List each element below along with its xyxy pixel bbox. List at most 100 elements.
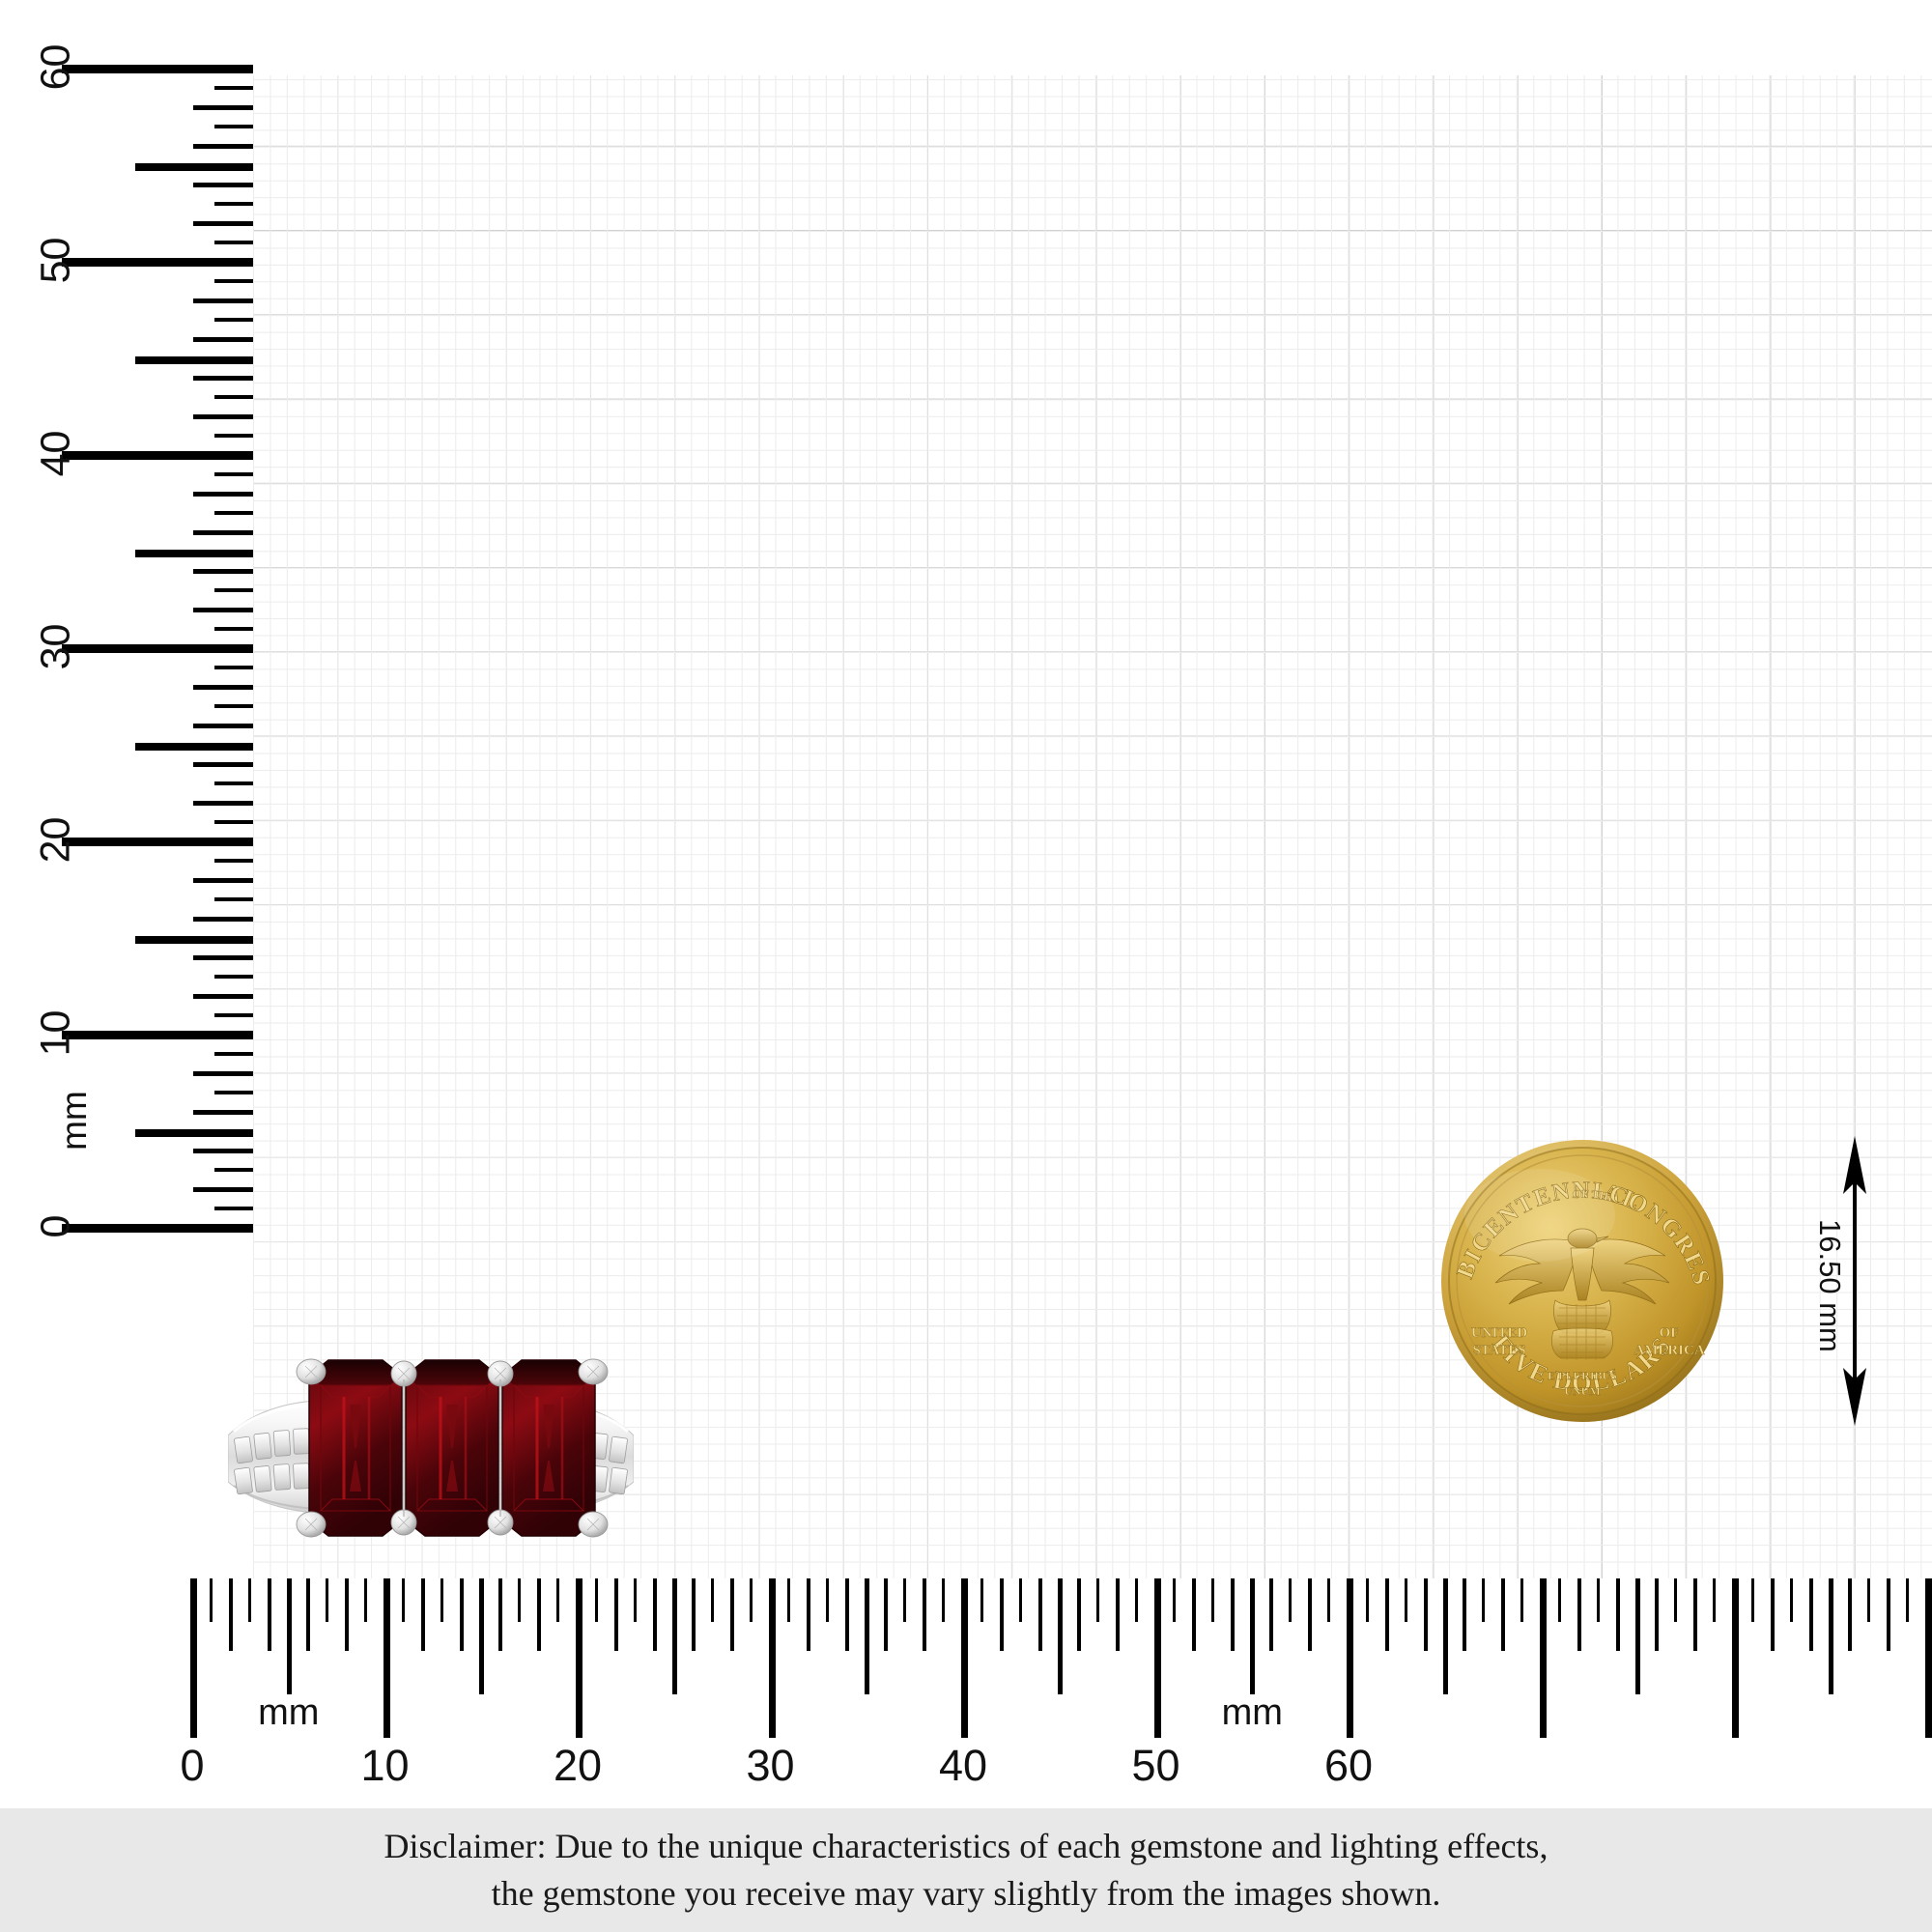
h-tick-26 [691, 1578, 696, 1651]
coin-diameter-arrow [1835, 1136, 1874, 1426]
h-tick-ext-75 [1635, 1578, 1641, 1694]
v-tick-19 [214, 859, 253, 863]
h-tick-ext-86 [1847, 1578, 1852, 1651]
v-tick-54 [193, 183, 253, 187]
v-tick-18 [193, 878, 253, 883]
v-tick-2 [193, 1187, 253, 1192]
reference-coin: BICENTENNIAL OF THE CONGRESS FIVE DOLLAR… [1439, 1138, 1725, 1424]
h-tick-13 [440, 1578, 444, 1622]
v-tick-44 [193, 376, 253, 381]
h-tick-8 [344, 1578, 349, 1651]
h-tick-11 [402, 1578, 406, 1622]
h-tick-40 [961, 1578, 968, 1738]
v-tick-7 [214, 1091, 253, 1094]
h-tick-7 [325, 1578, 328, 1622]
svg-text:UNITED: UNITED [1471, 1325, 1528, 1341]
v-tick-58 [193, 105, 253, 110]
v-tick-55 [135, 163, 253, 171]
v-tick-32 [193, 608, 253, 612]
v-tick-3 [214, 1168, 253, 1172]
v-ruler-label-30: 30 [32, 623, 79, 670]
h-tick-ext-76 [1655, 1578, 1660, 1651]
h-tick-59 [1327, 1578, 1331, 1622]
v-tick-12 [193, 994, 253, 999]
h-tick-37 [903, 1578, 907, 1622]
h-tick-ext-61 [1365, 1578, 1369, 1622]
h-tick-ext-67 [1481, 1578, 1485, 1622]
h-tick-27 [710, 1578, 714, 1622]
h-ruler-label-30: 30 [746, 1741, 795, 1790]
v-tick-4 [193, 1149, 253, 1153]
h-tick-ext-77 [1674, 1578, 1678, 1622]
h-tick-19 [556, 1578, 560, 1622]
h-tick-50 [1153, 1578, 1161, 1738]
vertical-ruler-mm: 0 10 20 30 40 50 60 mm [0, 0, 253, 1584]
h-ruler-label-60: 60 [1323, 1741, 1374, 1790]
h-tick-25 [671, 1578, 677, 1694]
v-tick-13 [214, 975, 253, 979]
h-tick-57 [1289, 1578, 1293, 1622]
h-tick-ext-64 [1423, 1578, 1428, 1651]
h-tick-39 [942, 1578, 946, 1622]
h-tick-ext-84 [1808, 1578, 1813, 1651]
h-tick-47 [1095, 1578, 1099, 1622]
h-ruler-label-50: 50 [1131, 1741, 1180, 1790]
v-tick-15 [135, 936, 253, 944]
h-tick-53 [1211, 1578, 1215, 1622]
v-tick-56 [193, 144, 253, 149]
v-tick-29 [214, 666, 253, 669]
v-tick-45 [135, 356, 253, 364]
v-tick-37 [214, 511, 253, 515]
v-tick-16 [193, 917, 253, 922]
v-tick-33 [214, 588, 253, 592]
h-tick-9 [363, 1578, 367, 1622]
v-tick-27 [214, 704, 253, 708]
h-tick-55 [1250, 1578, 1256, 1694]
disclaimer-line-2: the gemstone you receive may vary slight… [491, 1874, 1441, 1913]
v-tick-28 [193, 685, 253, 690]
h-tick-ext-73 [1597, 1578, 1601, 1622]
v-tick-9 [214, 1052, 253, 1056]
v-ruler-label-20: 20 [32, 816, 79, 864]
h-tick-6 [305, 1578, 310, 1651]
h-tick-52 [1192, 1578, 1197, 1651]
h-tick-56 [1269, 1578, 1274, 1651]
h-ruler-label-0: 0 [180, 1741, 205, 1790]
grid-background [253, 75, 1932, 1578]
h-tick-49 [1134, 1578, 1138, 1622]
v-tick-31 [214, 627, 253, 631]
svg-text:E PLURIBUS: E PLURIBUS [1548, 1369, 1617, 1382]
v-tick-50 [62, 258, 253, 267]
h-tick-3 [247, 1578, 251, 1622]
h-tick-15 [479, 1578, 485, 1694]
h-ruler-label-10: 10 [360, 1741, 410, 1790]
h-ruler-label-20: 20 [553, 1741, 603, 1790]
h-tick-ext-68 [1500, 1578, 1505, 1651]
h-tick-16 [498, 1578, 503, 1651]
h-tick-54 [1231, 1578, 1236, 1651]
v-tick-30 [62, 644, 253, 653]
h-tick-45 [1057, 1578, 1063, 1694]
h-tick-43 [1018, 1578, 1022, 1622]
h-tick-21 [594, 1578, 598, 1622]
v-tick-25 [135, 743, 253, 751]
v-tick-8 [193, 1071, 253, 1076]
v-tick-0 [62, 1224, 253, 1233]
v-tick-41 [214, 434, 253, 438]
h-tick-48 [1115, 1578, 1120, 1651]
h-tick-41 [980, 1578, 983, 1622]
v-tick-11 [214, 1013, 253, 1017]
h-tick-ext-85 [1828, 1578, 1833, 1694]
h-ruler-unit-label-left: mm [258, 1692, 320, 1733]
h-tick-ext-79 [1713, 1578, 1717, 1622]
h-tick-38 [923, 1578, 927, 1651]
v-ruler-label-0: 0 [32, 1214, 79, 1238]
h-tick-ext-87 [1866, 1578, 1870, 1622]
v-tick-52 [193, 221, 253, 226]
h-tick-ext-82 [1770, 1578, 1775, 1651]
h-tick-46 [1076, 1578, 1081, 1651]
horizontal-ruler-mm: 0 10 20 30 40 50 60 mm mm [0, 1578, 1932, 1801]
v-tick-42 [193, 414, 253, 419]
v-tick-53 [214, 202, 253, 206]
